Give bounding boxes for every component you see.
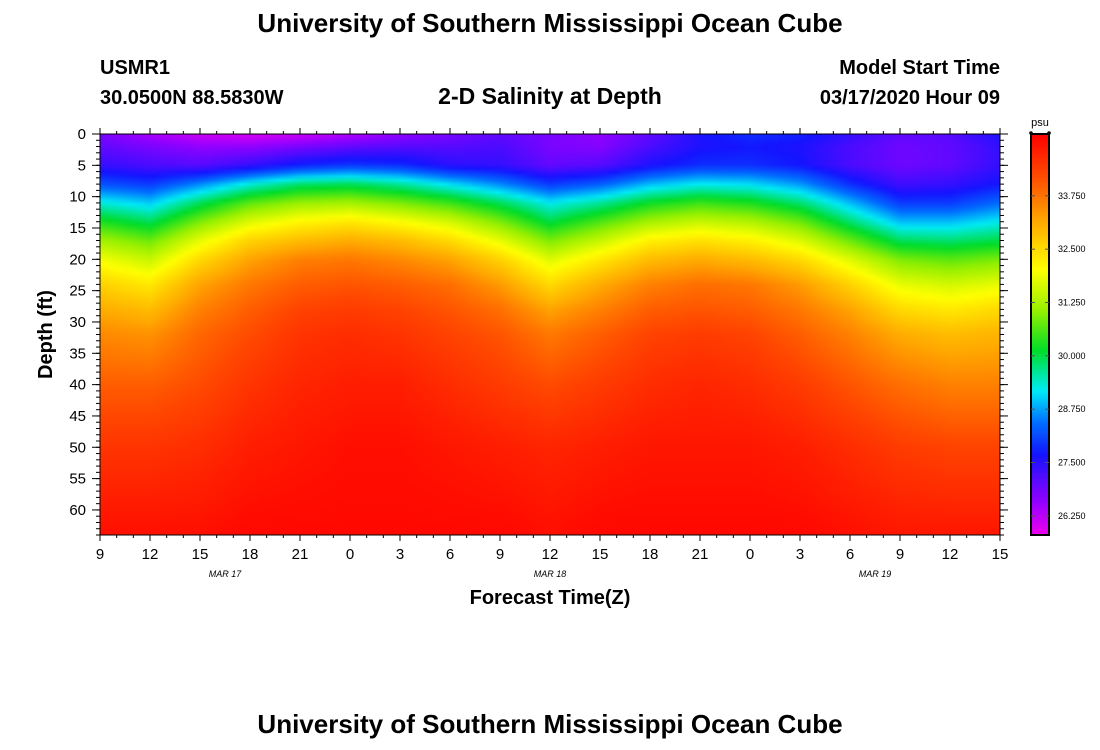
x-tick-label: 0 xyxy=(346,546,354,563)
x-tick-label: 15 xyxy=(192,546,209,563)
colorbar-tick-label: 28.750 xyxy=(1058,404,1086,414)
colorbar-tick-label: 33.750 xyxy=(1058,191,1086,201)
x-tick-label: 21 xyxy=(292,546,309,563)
y-tick-label: 25 xyxy=(69,283,86,300)
colorbar-tick-label: 30.000 xyxy=(1058,351,1086,361)
colorbar-scale xyxy=(1030,133,1050,536)
date-label: MAR 19 xyxy=(859,569,892,579)
x-tick-label: 18 xyxy=(642,546,659,563)
x-tick-label: 9 xyxy=(896,546,904,563)
x-tick-label: 3 xyxy=(396,546,404,563)
station-coords: 30.0500N 88.5830W xyxy=(100,87,284,109)
x-tick-label: 3 xyxy=(796,546,804,563)
x-tick-label: 12 xyxy=(142,546,159,563)
y-tick-label: 60 xyxy=(69,502,86,519)
y-tick-label: 5 xyxy=(78,157,86,174)
x-axis-label: Forecast Time(Z) xyxy=(470,587,631,609)
y-tick-label: 30 xyxy=(69,314,86,331)
colorbar-corner-dot xyxy=(1047,131,1051,135)
x-tick-label: 21 xyxy=(692,546,709,563)
x-tick-label: 6 xyxy=(846,546,854,563)
y-tick-label: 35 xyxy=(69,345,86,362)
date-label: MAR 17 xyxy=(209,569,243,579)
y-tick-label: 10 xyxy=(69,189,86,206)
x-tick-label: 12 xyxy=(542,546,559,563)
y-tick-label: 20 xyxy=(69,251,86,268)
y-tick-label: 40 xyxy=(69,377,86,394)
model-start-label: Model Start Time xyxy=(839,57,1000,79)
y-axis-label: Depth (ft) xyxy=(35,290,57,379)
x-tick-label: 9 xyxy=(496,546,504,563)
model-start-value: 03/17/2020 Hour 09 xyxy=(819,87,1000,109)
y-tick-label: 50 xyxy=(69,439,86,456)
y-tick-label: 0 xyxy=(78,126,86,143)
colorbar: psu 26.250 27.500 28.750 30.000 31.250 32.500 3… xyxy=(1029,117,1086,536)
colorbar-tick-label: 27.500 xyxy=(1058,457,1086,467)
colorbar-corner-dot xyxy=(1029,131,1033,135)
x-tick-label: 0 xyxy=(746,546,754,563)
date-label: MAR 18 xyxy=(534,569,567,579)
x-tick-label: 18 xyxy=(242,546,259,563)
y-tick-label: 15 xyxy=(69,220,86,237)
x-tick-label: 15 xyxy=(592,546,609,563)
x-tick-label: 12 xyxy=(942,546,959,563)
y-tick-label: 55 xyxy=(69,471,86,488)
station-id: USMR1 xyxy=(100,57,171,79)
top-title: University of Southern Mississippi Ocean… xyxy=(257,8,843,38)
bottom-title: University of Southern Mississippi Ocean… xyxy=(257,709,843,739)
x-tick-label: 6 xyxy=(446,546,454,563)
colorbar-unit: psu xyxy=(1031,117,1049,129)
x-tick-label: 15 xyxy=(992,546,1009,563)
x-tick-label: 9 xyxy=(96,546,104,563)
y-tick-label: 45 xyxy=(69,408,86,425)
colorbar-tick-label: 31.250 xyxy=(1058,298,1086,308)
salinity-heatmap-image xyxy=(100,134,1000,535)
plot-title: 2-D Salinity at Depth xyxy=(438,83,662,109)
colorbar-tick-label: 32.500 xyxy=(1058,244,1086,254)
colorbar-tick-label: 26.250 xyxy=(1058,511,1086,521)
y-axis: 0 5 10 15 20 25 30 35 40 45 50 55 60 xyxy=(69,126,1008,536)
